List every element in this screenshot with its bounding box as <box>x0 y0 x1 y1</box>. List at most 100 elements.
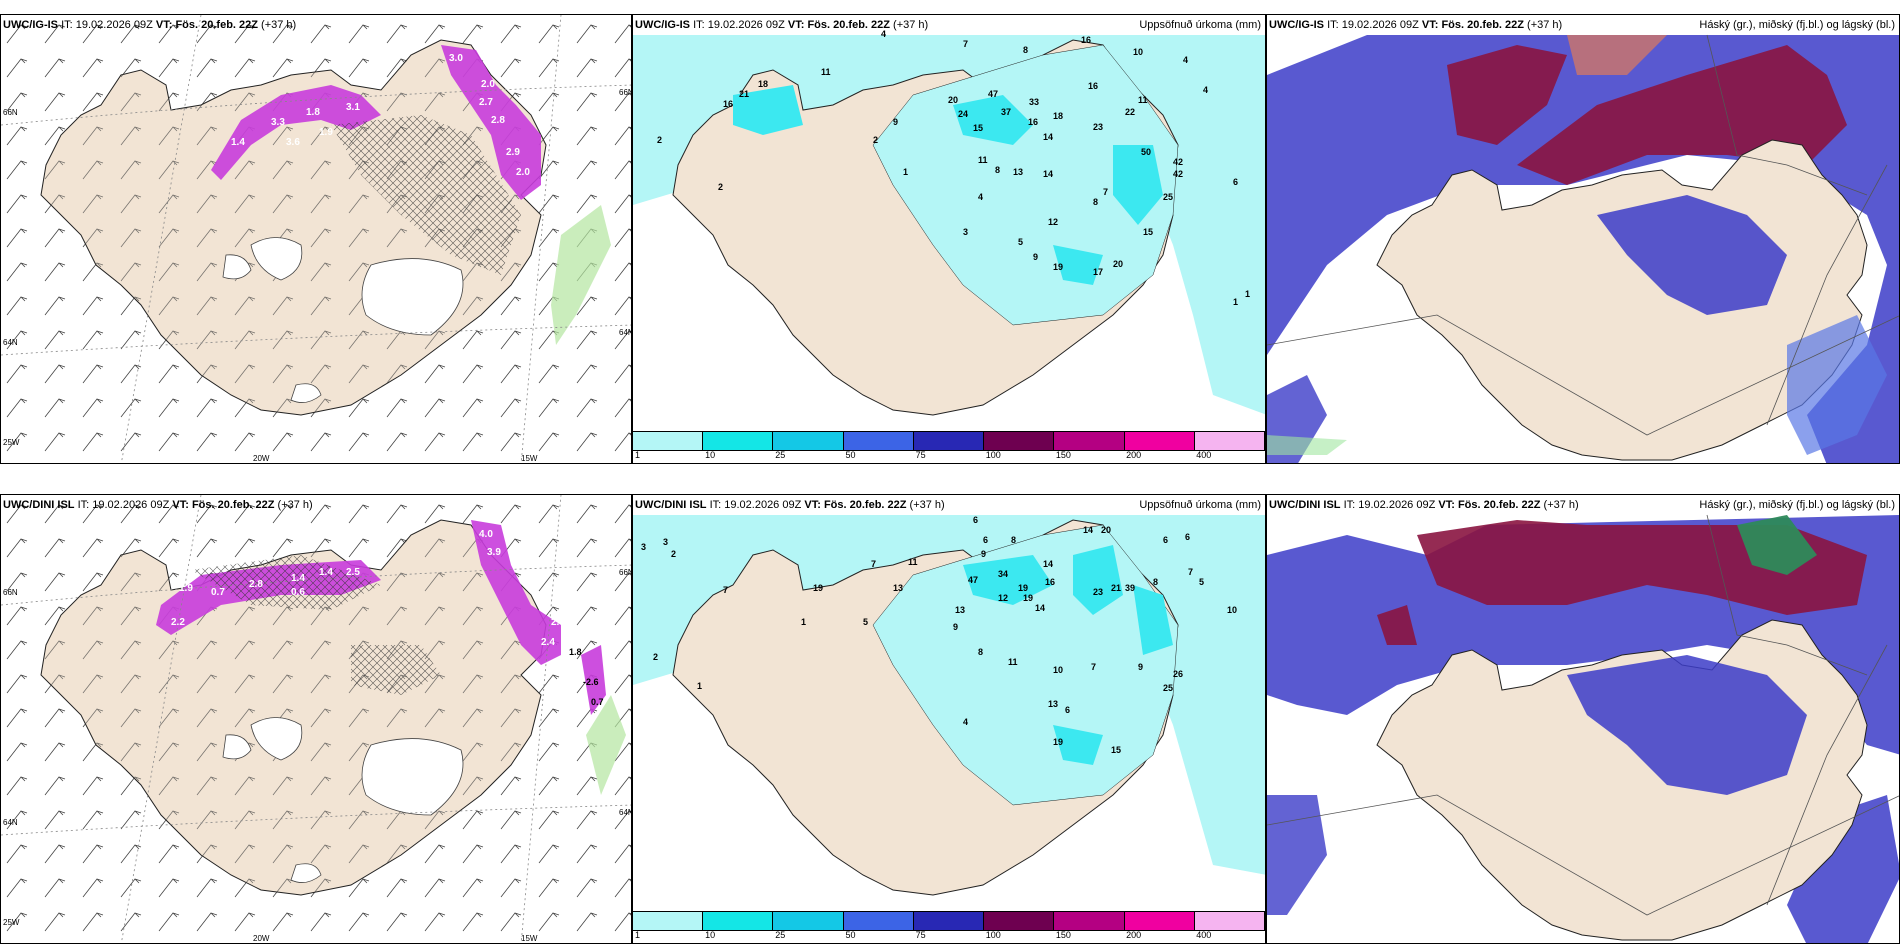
region-lines <box>1267 34 1899 436</box>
precip-value: 16 <box>1028 117 1038 127</box>
cloud-high-small <box>1377 605 1417 645</box>
colorbar-label: 400 <box>1196 450 1212 460</box>
glacier-vatnajokull <box>361 258 464 336</box>
precip-value: 4 <box>978 192 983 202</box>
colorbar-label: 75 <box>915 930 926 940</box>
precip-value: 3 <box>963 227 968 237</box>
temp-label: 3.9 <box>487 547 501 558</box>
colorbar-swatches <box>633 911 1265 931</box>
precip-value: 25 <box>1163 192 1173 202</box>
green-band-east <box>586 695 626 795</box>
precip-value: 6 <box>1185 532 1190 542</box>
axis-label-lat: 66N <box>3 588 18 597</box>
precip-value: 15 <box>1111 745 1121 755</box>
precip-core-4 <box>1053 245 1103 285</box>
colorbar-labels: 1 10 25 50 75 100 150 200 400 <box>633 930 1265 942</box>
it-label: IT: <box>77 499 90 511</box>
panel-ig-is-temperature-wind: UWC/IG-IS IT: 19.02.2026 09Z VT: Fös. 20… <box>0 14 632 464</box>
precip-value: 47 <box>968 575 978 585</box>
precip-value: 4 <box>881 29 886 39</box>
precip-value: 50 <box>1141 147 1151 157</box>
cloud-high-1 <box>1447 45 1567 145</box>
precip-value: 5 <box>1199 577 1204 587</box>
precip-value: 4 <box>1203 85 1208 95</box>
precip-value: 10 <box>1227 605 1237 615</box>
panel-dini-precipitation: UWC/DINI ISL IT: 19.02.2026 09Z VT: Fös.… <box>632 494 1266 944</box>
precip-value: 8 <box>978 647 983 657</box>
cloud-mid-se <box>1787 795 1899 943</box>
panel-title: Háský (gr.), miðský (fj.bl.) og lágský (… <box>1699 499 1895 511</box>
precip-value: 8 <box>1023 45 1028 55</box>
panel-ig-is-precipitation: UWC/IG-IS IT: 19.02.2026 09Z VT: Fös. 20… <box>632 14 1266 464</box>
issue-time: 19.02.2026 09Z <box>75 19 153 31</box>
colorbar-label: 25 <box>775 930 786 940</box>
precip-value: 9 <box>981 549 986 559</box>
precip-value: 13 <box>955 605 965 615</box>
precip-value: 8 <box>1093 197 1098 207</box>
colorbar-labels: 1 10 25 50 75 100 150 200 400 <box>633 450 1265 462</box>
precip-value: 9 <box>1033 252 1038 262</box>
colorbar-swatch <box>843 432 914 450</box>
precip-core-2 <box>1073 545 1123 615</box>
colorbar-label: 100 <box>985 930 1001 940</box>
map-canvas: 4.0 1.9 0.7 2.8 1.4 1.4 2.5 2.2 2.4 0.6 … <box>1 495 632 943</box>
temp-label: 2.7 <box>479 97 493 108</box>
valid-time: Fös. 20.feb. 22Z <box>175 19 258 31</box>
temp-label: 4.0 <box>479 529 493 540</box>
it-label: IT: <box>709 499 722 511</box>
precip-core-1 <box>953 95 1033 145</box>
temperature-magenta-offshore <box>581 645 606 715</box>
map-canvas: 3.0 2.0 2.8 1.4 3.3 1.8 3.1 1.9 3.6 2.9 … <box>1 15 632 463</box>
graticule <box>1 495 631 943</box>
precip-value: 6 <box>1233 177 1238 187</box>
precip-value: 4 <box>1183 55 1188 65</box>
colorbar-swatch <box>773 432 844 450</box>
precip-value: 25 <box>1163 683 1173 693</box>
precip-value: 6 <box>1163 535 1168 545</box>
panel-title: Háský (gr.), miðský (fj.bl.) og lágský (… <box>1699 19 1895 31</box>
colorbar-swatch <box>633 432 704 450</box>
axis-label-lat: 64N <box>3 818 18 827</box>
temp-label: 1.4 <box>231 137 245 148</box>
precip-value: 19 <box>1053 737 1063 747</box>
it-label: IT: <box>1327 19 1339 31</box>
temp-label: 2.8 <box>491 115 505 126</box>
precip-value: 6 <box>973 515 978 525</box>
green-area-sw <box>1267 435 1347 455</box>
glacier-vatnajokull <box>361 738 464 816</box>
green-band-east <box>551 205 611 345</box>
precip-value: 19 <box>1023 593 1033 603</box>
vt-label: VT: <box>1438 499 1455 511</box>
temp-label: 3.0 <box>449 53 463 64</box>
temp-label: 2.2 <box>171 617 185 628</box>
valid-time: Fös. 20.feb. 22Z <box>191 499 275 511</box>
precip-value: 10 <box>1133 47 1143 57</box>
precip-value: 6 <box>983 535 988 545</box>
issue-time: 19.02.2026 09Z <box>724 499 802 511</box>
precip-value: 10 <box>1053 665 1063 675</box>
temp-label: 2.5 <box>346 567 360 578</box>
precip-value: 15 <box>1143 227 1153 237</box>
precip-value: 19 <box>1018 583 1028 593</box>
lead-time: (+37 h) <box>893 19 929 31</box>
vt-label: VT: <box>155 19 173 31</box>
glacier-langjokull <box>250 717 303 761</box>
precip-value: 7 <box>871 559 876 569</box>
precip-value: 26 <box>1173 669 1183 679</box>
valid-time: Fös. 20.feb. 22Z <box>823 499 907 511</box>
lead-time: (+37 h) <box>277 499 313 511</box>
colorbar-label: 25 <box>775 450 786 460</box>
vt-label: VT: <box>1421 19 1439 31</box>
colorbar-label: 150 <box>1055 930 1071 940</box>
axis-label-lat: 66N <box>619 88 632 97</box>
precip-value: 19 <box>1053 262 1063 272</box>
precip-value: 42 <box>1173 169 1183 179</box>
temp-label: 1.4 <box>319 567 333 578</box>
cloud-mid-over-land <box>1597 195 1787 315</box>
axis-label-lat: 66N <box>619 568 632 577</box>
precip-value: 1 <box>1233 297 1238 307</box>
precip-value: 12 <box>1048 217 1058 227</box>
precip-value: 1 <box>1245 289 1250 299</box>
precip-value: 1 <box>801 617 806 627</box>
issue-time: 19.02.2026 09Z <box>707 19 785 31</box>
